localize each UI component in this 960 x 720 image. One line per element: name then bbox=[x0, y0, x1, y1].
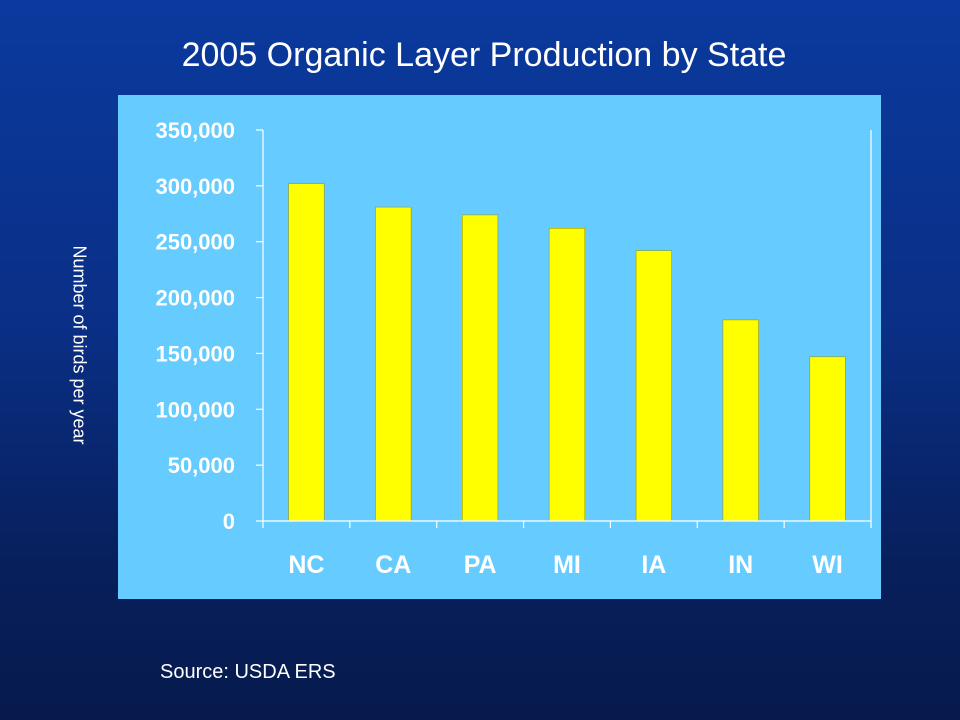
y-tick-label: 200,000 bbox=[155, 286, 235, 311]
x-tick-label: MI bbox=[553, 551, 581, 579]
chart-title: 2005 Organic Layer Production by State bbox=[181, 36, 787, 74]
x-tick-label: IN bbox=[728, 551, 753, 579]
x-tick-label: CA bbox=[375, 551, 411, 579]
bar-ia bbox=[635, 250, 672, 522]
y-tick-label: 0 bbox=[223, 509, 235, 534]
source-note: Source: USDA ERS bbox=[160, 661, 336, 683]
bar-in bbox=[722, 319, 759, 522]
y-tick-label: 350,000 bbox=[155, 118, 235, 143]
bar-chart: 0 50,000 100,000 150,000 200,000 250,000 300,0… bbox=[155, 118, 872, 579]
x-tick-label: WI bbox=[812, 551, 843, 579]
y-tick-label: 50,000 bbox=[168, 453, 235, 478]
y-tick-label: 250,000 bbox=[155, 230, 235, 255]
x-tick-label: NC bbox=[288, 551, 324, 579]
bar-pa bbox=[461, 214, 499, 522]
y-tick-label: 150,000 bbox=[155, 341, 235, 366]
bar-nc bbox=[288, 183, 325, 522]
y-tick-label: 100,000 bbox=[155, 397, 235, 422]
x-tick-label: PA bbox=[464, 551, 497, 579]
bar-wi bbox=[809, 356, 846, 522]
chart-panel: 0 50,000 100,000 150,000 200,000 250,000 300,0… bbox=[118, 95, 881, 599]
y-axis-label: Number of birds per year bbox=[69, 245, 90, 445]
bar-ca bbox=[375, 206, 412, 522]
x-tick-label: IA bbox=[641, 551, 666, 579]
y-tick-label: 300,000 bbox=[155, 174, 235, 199]
bar-mi bbox=[548, 228, 586, 522]
